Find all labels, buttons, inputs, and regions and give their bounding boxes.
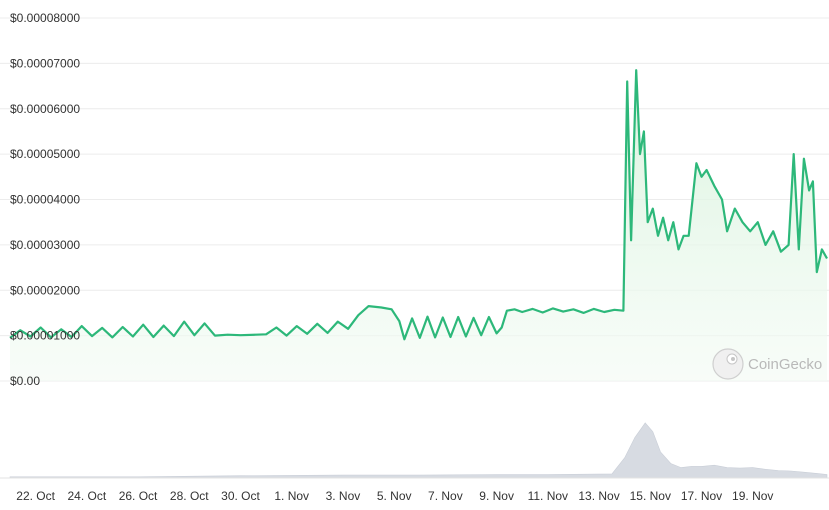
- x-tick-label: 13. Nov: [578, 489, 619, 503]
- price-line: [9, 69, 828, 341]
- price-area-fill: [10, 70, 827, 381]
- x-tick-label: 24. Oct: [67, 489, 106, 503]
- y-tick-label: $0.00003000: [10, 238, 80, 252]
- x-tick-label: 19. Nov: [732, 489, 773, 503]
- x-tick-label: 17. Nov: [681, 489, 722, 503]
- x-tick-label: 3. Nov: [326, 489, 361, 503]
- x-tick-label: 9. Nov: [479, 489, 514, 503]
- coingecko-watermark: CoinGecko: [712, 348, 822, 380]
- volume-bars: [0, 422, 829, 479]
- x-tick-label: 7. Nov: [428, 489, 463, 503]
- y-tick-label: $0.00001000: [10, 329, 80, 343]
- price-series-line: [9, 69, 828, 341]
- price-area: [10, 70, 827, 381]
- y-tick-label: $0.00008000: [10, 11, 80, 25]
- x-axis-labels: 22. Oct 24. Oct 26. Oct 28. Oct 30. Oct 1. No…: [16, 489, 773, 503]
- gecko-logo-icon: [712, 348, 744, 380]
- x-tick-label: 15. Nov: [630, 489, 671, 503]
- x-tick-label: 28. Oct: [170, 489, 209, 503]
- y-tick-label: $0.00006000: [10, 102, 80, 116]
- x-tick-label: 5. Nov: [377, 489, 412, 503]
- volume-area: [9, 422, 828, 479]
- x-tick-label: 22. Oct: [16, 489, 55, 503]
- x-tick-label: 30. Oct: [221, 489, 260, 503]
- y-tick-label: $0.00005000: [10, 147, 80, 161]
- y-tick-label: $0.00004000: [10, 193, 80, 207]
- x-tick-label: 11. Nov: [528, 489, 568, 503]
- x-tick-label: 1. Nov: [274, 489, 309, 503]
- watermark-text: CoinGecko: [748, 356, 822, 373]
- y-axis-labels: $0.00 $0.00001000 $0.00002000 $0.00003000 $0…: [10, 11, 80, 388]
- y-tick-label: $0.00: [10, 374, 40, 388]
- y-tick-label: $0.00002000: [10, 283, 80, 297]
- x-tick-label: 26. Oct: [119, 489, 158, 503]
- y-tick-label: $0.00007000: [10, 56, 80, 70]
